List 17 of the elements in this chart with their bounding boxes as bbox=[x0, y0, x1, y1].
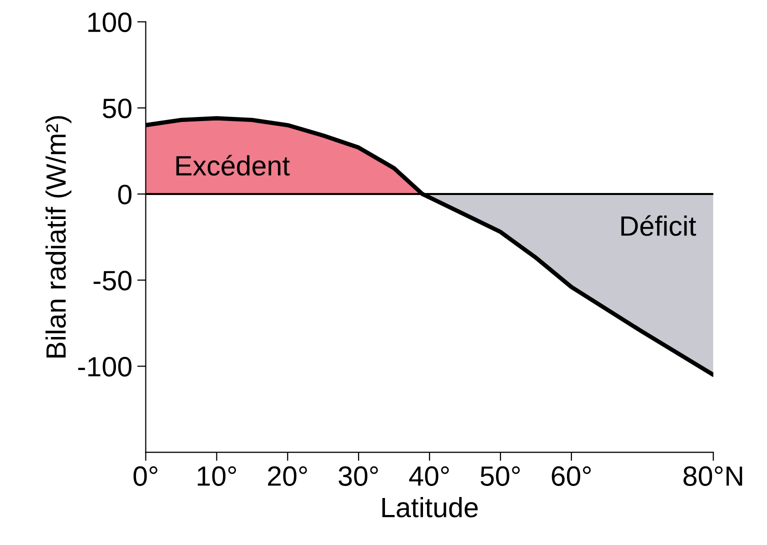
annotation: Excédent bbox=[176, 154, 290, 176]
x-tick-label: 80°N bbox=[683, 466, 742, 486]
x-tick-label: 50° bbox=[480, 466, 520, 486]
x-tick-label: 20° bbox=[268, 466, 307, 486]
y-tick-label: 50 bbox=[102, 98, 132, 118]
y-tick-label: -50 bbox=[94, 270, 132, 290]
x-tick-label: 0° bbox=[134, 466, 158, 486]
annotation: Déficit bbox=[621, 215, 696, 236]
x-tick-label: 60° bbox=[552, 466, 591, 486]
y-tick-label: 0 bbox=[118, 184, 132, 204]
y-tick-label: -100 bbox=[78, 356, 132, 377]
y-tick-label: 100 bbox=[88, 12, 132, 32]
x-tick-label: 30° bbox=[338, 466, 378, 486]
x-tick-label: 10° bbox=[198, 466, 236, 486]
x-axis-title: Latitude bbox=[382, 496, 478, 518]
y-axis-title: Bilan radiatif (W/m²) bbox=[45, 116, 72, 358]
x-tick-label: 40° bbox=[409, 466, 449, 486]
